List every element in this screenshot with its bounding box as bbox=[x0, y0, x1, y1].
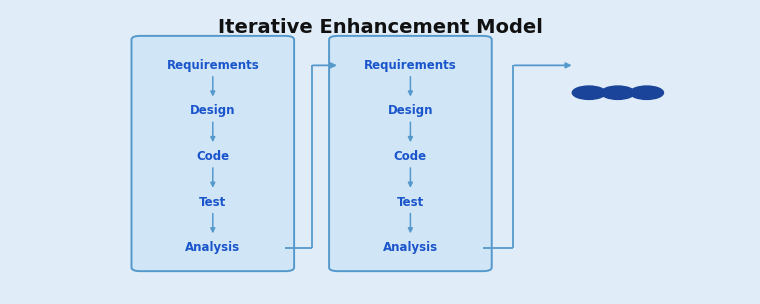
Circle shape bbox=[572, 86, 606, 99]
FancyBboxPatch shape bbox=[329, 36, 492, 271]
Text: Requirements: Requirements bbox=[166, 59, 259, 72]
Circle shape bbox=[630, 86, 663, 99]
Text: Design: Design bbox=[388, 105, 433, 117]
Text: Iterative Enhancement Model: Iterative Enhancement Model bbox=[217, 18, 543, 37]
Text: Analysis: Analysis bbox=[383, 241, 438, 254]
Circle shape bbox=[601, 86, 635, 99]
Text: Design: Design bbox=[190, 105, 236, 117]
FancyBboxPatch shape bbox=[131, 36, 294, 271]
Text: Test: Test bbox=[397, 196, 424, 209]
Text: Requirements: Requirements bbox=[364, 59, 457, 72]
Text: Test: Test bbox=[199, 196, 226, 209]
Text: Code: Code bbox=[196, 150, 230, 163]
Text: Analysis: Analysis bbox=[185, 241, 240, 254]
Text: Code: Code bbox=[394, 150, 427, 163]
